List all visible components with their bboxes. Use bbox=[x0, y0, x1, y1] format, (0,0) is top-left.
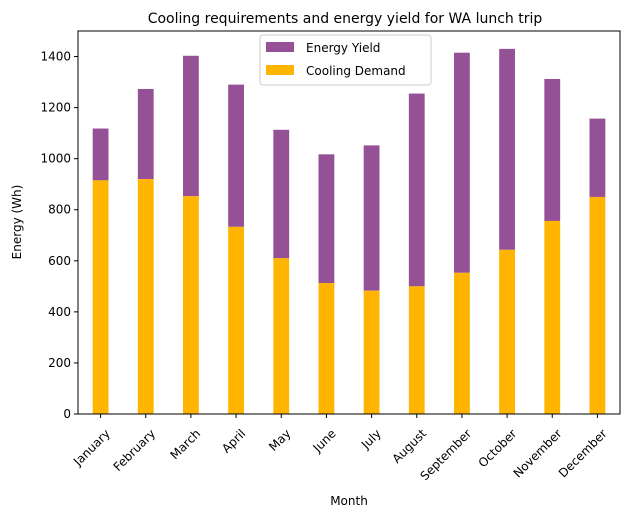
y-tick-label: 600 bbox=[48, 254, 71, 268]
x-tick-label-august: August bbox=[389, 426, 429, 466]
chart-title: Cooling requirements and energy yield fo… bbox=[148, 11, 543, 27]
bar-cooling-demand-july bbox=[363, 290, 380, 414]
legend-label-energy-yield: Energy Yield bbox=[306, 41, 380, 55]
bar-energy-yield-january bbox=[92, 128, 109, 181]
bar-cooling-demand-february bbox=[137, 179, 154, 414]
bar-energy-yield-february bbox=[137, 88, 154, 180]
bar-cooling-demand-september bbox=[454, 272, 470, 414]
y-axis-label: Energy (Wh) bbox=[10, 185, 24, 260]
bar-cooling-demand-march bbox=[183, 196, 199, 414]
bar-energy-yield-july bbox=[363, 145, 380, 291]
bar-cooling-demand-august bbox=[408, 286, 425, 414]
legend-frame bbox=[259, 34, 432, 86]
bars-group bbox=[92, 48, 606, 414]
y-tick-label: 200 bbox=[48, 356, 71, 370]
y-tick-label: 800 bbox=[48, 203, 71, 217]
x-tick-label-february: February bbox=[111, 426, 159, 474]
legend: Energy Yield Cooling Demand bbox=[259, 34, 432, 86]
bar-energy-yield-may bbox=[273, 129, 290, 259]
bar-cooling-demand-june bbox=[318, 283, 335, 414]
x-tick-label-march: March bbox=[167, 426, 203, 462]
x-tick-label-july: July bbox=[358, 426, 384, 452]
x-tick-label-january: January bbox=[70, 426, 113, 469]
bar-cooling-demand-april bbox=[228, 226, 244, 414]
y-tick-label: 0 bbox=[63, 407, 71, 421]
y-tick-label: 400 bbox=[48, 305, 71, 319]
y-tick-label: 1400 bbox=[40, 50, 71, 64]
bar-energy-yield-march bbox=[183, 55, 199, 197]
plot-frame bbox=[77, 30, 621, 415]
y-tick-label: 1000 bbox=[40, 152, 71, 166]
x-tick-label-may: May bbox=[266, 426, 293, 453]
bar-energy-yield-april bbox=[228, 84, 244, 227]
x-tick-label-april: April bbox=[219, 426, 248, 455]
bar-energy-yield-december bbox=[589, 118, 606, 197]
legend-label-cooling-demand: Cooling Demand bbox=[306, 64, 406, 78]
y-axis: 0 200 400 600 800 1000 1200 1400 bbox=[40, 50, 78, 421]
bar-cooling-demand-january bbox=[92, 180, 109, 414]
bar-energy-yield-september bbox=[454, 52, 470, 273]
bar-energy-yield-august bbox=[408, 93, 425, 287]
y-tick-label: 1200 bbox=[40, 101, 71, 115]
bar-cooling-demand-november bbox=[544, 220, 561, 414]
bar-energy-yield-october bbox=[499, 48, 515, 250]
x-tick-label-june: June bbox=[310, 426, 339, 455]
bar-cooling-demand-may bbox=[273, 258, 290, 414]
bar-energy-yield-june bbox=[318, 154, 335, 284]
x-tick-label-december: December bbox=[556, 426, 610, 480]
legend-swatch-cooling-demand bbox=[266, 65, 294, 75]
x-tick-label-october: October bbox=[476, 426, 520, 470]
bar-cooling-demand-december bbox=[589, 196, 606, 414]
bar-energy-yield-november bbox=[544, 79, 561, 221]
bar-cooling-demand-october bbox=[499, 249, 515, 414]
legend-swatch-energy-yield bbox=[266, 42, 294, 52]
x-axis-label: Month bbox=[330, 494, 368, 508]
